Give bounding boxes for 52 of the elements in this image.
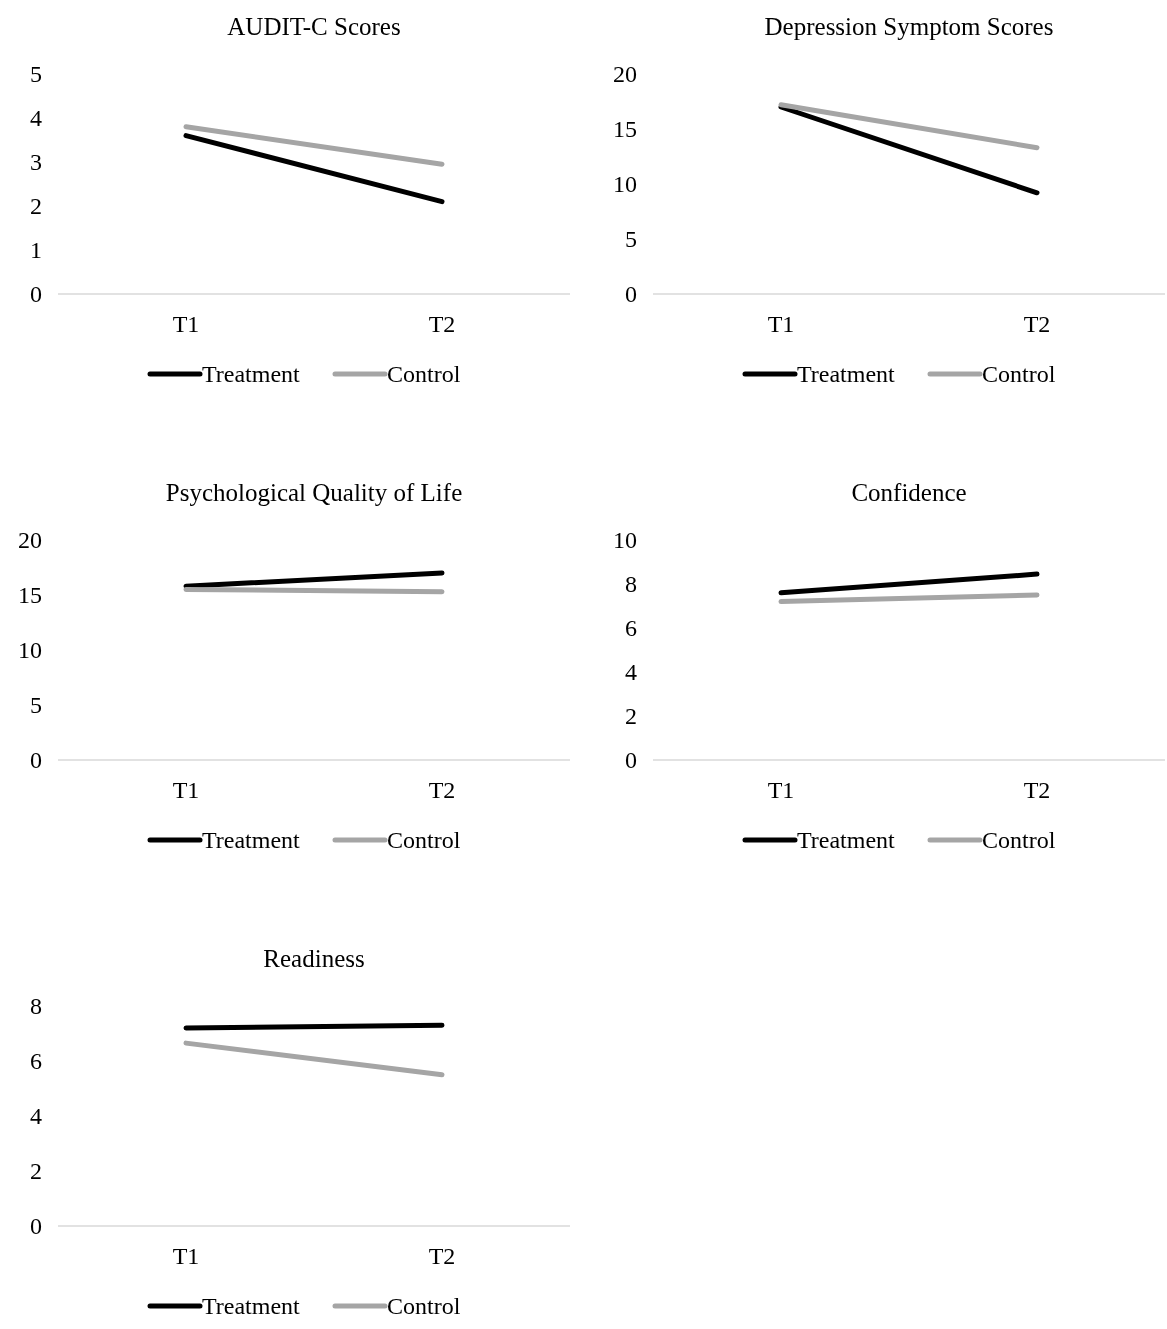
chart-title: Psychological Quality of Life [165,478,463,506]
y-tick-label: 0 [625,747,637,774]
y-tick-label: 8 [625,571,637,598]
y-tick-label: 0 [30,281,42,308]
y-tick-label: 15 [613,116,637,143]
legend-label: Treatment [797,361,896,388]
legend-label: Control [982,361,1056,388]
x-tick-label: T1 [172,311,200,338]
y-tick-label: 2 [30,1158,42,1185]
legend-label: Control [387,1293,461,1320]
x-tick-label: T1 [172,777,200,804]
chart-title: Confidence [851,478,967,506]
legend-label: Treatment [797,827,896,854]
x-tick-label: T2 [428,1243,456,1270]
legend-label: Treatment [202,361,301,388]
legend-label: Control [387,361,461,388]
chart-title: AUDIT-C Scores [227,12,401,40]
y-tick-label: 1 [30,237,42,264]
y-tick-label: 10 [18,637,42,664]
y-tick-label: 20 [18,527,42,554]
legend-label: Control [982,827,1056,854]
x-tick-label: T2 [1023,311,1051,338]
chart-title: Readiness [263,944,365,972]
y-tick-label: 3 [30,149,42,176]
y-tick-label: 5 [30,692,42,719]
x-tick-label: T2 [428,311,456,338]
y-tick-label: 10 [613,527,637,554]
x-tick-label: T2 [1023,777,1051,804]
y-tick-label: 5 [625,226,637,253]
y-tick-label: 2 [30,193,42,220]
y-tick-label: 2 [625,703,637,730]
y-tick-label: 6 [30,1048,42,1075]
y-tick-label: 6 [625,615,637,642]
chart-title: Depression Symptom Scores [764,12,1054,40]
x-tick-label: T1 [767,311,795,338]
x-tick-label: T1 [172,1243,200,1270]
legend-label: Control [387,827,461,854]
y-tick-label: 0 [625,281,637,308]
y-tick-label: 15 [18,582,42,609]
y-tick-label: 4 [625,659,637,686]
x-tick-label: T2 [428,777,456,804]
x-tick-label: T1 [767,777,795,804]
y-tick-label: 4 [30,105,42,132]
legend-label: Treatment [202,827,301,854]
y-tick-label: 4 [30,1103,42,1130]
legend-label: Treatment [202,1293,301,1320]
y-tick-label: 5 [30,61,42,88]
y-tick-label: 10 [613,171,637,198]
y-tick-label: 8 [30,993,42,1020]
y-tick-label: 0 [30,1213,42,1240]
y-tick-label: 0 [30,747,42,774]
y-tick-label: 20 [613,61,637,88]
